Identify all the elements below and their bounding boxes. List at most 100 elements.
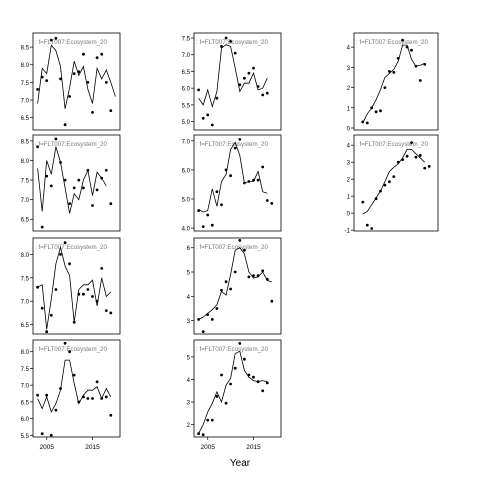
data-point	[229, 287, 233, 291]
data-point	[91, 397, 94, 400]
data-point	[68, 202, 71, 206]
data-point	[68, 95, 71, 98]
data-point	[210, 318, 214, 321]
data-point	[256, 85, 260, 88]
data-point	[104, 81, 108, 84]
data-point	[109, 202, 113, 206]
y-tick-label: 2	[347, 178, 351, 184]
data-point	[201, 225, 205, 229]
data-point	[82, 292, 85, 296]
data-point	[109, 413, 113, 417]
y-tick-label: 8.0	[21, 253, 30, 259]
data-point	[265, 277, 269, 281]
y-tick-label: 7.5	[21, 179, 30, 185]
data-point	[54, 288, 58, 291]
panel-frame	[193, 134, 282, 232]
data-point	[247, 71, 251, 75]
data-point	[238, 83, 242, 87]
data-point	[261, 389, 265, 393]
y-tick-label: -1	[345, 229, 351, 235]
y-tick-label: 8.0	[21, 159, 30, 165]
trend-line	[362, 44, 425, 124]
data-point	[224, 280, 228, 284]
data-point	[418, 79, 422, 82]
data-point	[36, 88, 39, 91]
panel-label: : f=FLT007:Ecosystem_20	[35, 39, 107, 46]
y-tick-label: 6.5	[21, 400, 30, 406]
y-tick-label: 3	[187, 401, 191, 407]
data-point	[238, 342, 242, 345]
data-point	[206, 418, 210, 422]
y-tick-label: 7.0	[21, 99, 30, 105]
x-tick-label: 2015	[85, 444, 100, 451]
panel-frame	[193, 237, 282, 335]
data-point	[379, 189, 382, 193]
data-point	[256, 178, 260, 182]
data-point	[100, 397, 104, 400]
data-point	[252, 274, 255, 278]
y-tick-label: 8.5	[21, 139, 30, 145]
data-point	[68, 350, 71, 354]
data-point	[233, 146, 237, 150]
data-point	[59, 77, 62, 81]
panel-label: : f=FLT007:Ecosystem_20	[196, 346, 268, 353]
data-point	[215, 307, 219, 310]
y-tick-label: 6.5	[21, 218, 30, 224]
data-point	[45, 330, 49, 334]
data-point	[45, 393, 49, 397]
data-point	[72, 373, 76, 377]
data-point	[383, 183, 387, 187]
data-point	[427, 165, 431, 168]
data-point	[45, 174, 49, 178]
data-point	[220, 373, 223, 377]
y-tick-label: 5.5	[21, 434, 30, 440]
data-point	[77, 70, 81, 74]
y-tick-label: 7.0	[182, 139, 191, 145]
data-point	[418, 154, 422, 157]
x-tick-label: 2005	[201, 444, 216, 451]
y-tick-label: 6.0	[182, 87, 191, 93]
y-tick-label: 6.0	[21, 417, 30, 423]
data-point	[247, 373, 251, 377]
data-point	[396, 56, 400, 60]
data-point	[224, 168, 228, 172]
panel-3: 0 1 2 3 4: f=FLT007:Ecosystem_20	[347, 32, 439, 132]
data-point	[201, 433, 205, 437]
y-tick-label: 8.0	[21, 350, 30, 356]
y-tick-label: 4.0	[182, 227, 191, 233]
trend-line	[198, 44, 268, 109]
y-tick-label: 7.5	[21, 81, 30, 87]
panel-8: 3 4 5 6: f=FLT007:Ecosystem_20	[187, 237, 282, 335]
data-point	[215, 190, 219, 194]
data-point	[401, 38, 404, 42]
y-tick-label: 1	[347, 195, 351, 201]
data-point	[201, 330, 205, 333]
data-point	[370, 106, 374, 110]
data-point	[104, 395, 108, 399]
panel-10: 2 3 4 5 2005 2015: f=FLT007:Ecosystem_20	[187, 339, 282, 451]
data-point	[72, 320, 76, 324]
y-tick-label: 6.5	[21, 323, 30, 329]
panel-label: : f=FLT007:Ecosystem_20	[35, 141, 107, 148]
data-point	[72, 72, 76, 75]
data-point	[405, 45, 409, 49]
data-point	[243, 248, 246, 252]
data-point	[238, 138, 242, 141]
y-tick-label: 7.0	[182, 53, 191, 59]
data-point	[91, 111, 94, 114]
y-tick-label: 7.0	[21, 300, 30, 306]
trend-line	[37, 146, 107, 214]
data-point	[36, 145, 39, 149]
y-tick-label: 4	[347, 144, 351, 150]
data-point	[361, 200, 365, 204]
y-tick-label: 7.5	[21, 367, 30, 373]
data-point	[206, 113, 210, 117]
data-point	[414, 155, 418, 159]
y-tick-label: 7.5	[21, 276, 30, 282]
y-tick-label: 5	[187, 355, 191, 361]
y-tick-label: 4	[187, 378, 191, 384]
data-point	[396, 160, 400, 164]
data-point	[91, 204, 94, 207]
data-point	[392, 71, 396, 74]
